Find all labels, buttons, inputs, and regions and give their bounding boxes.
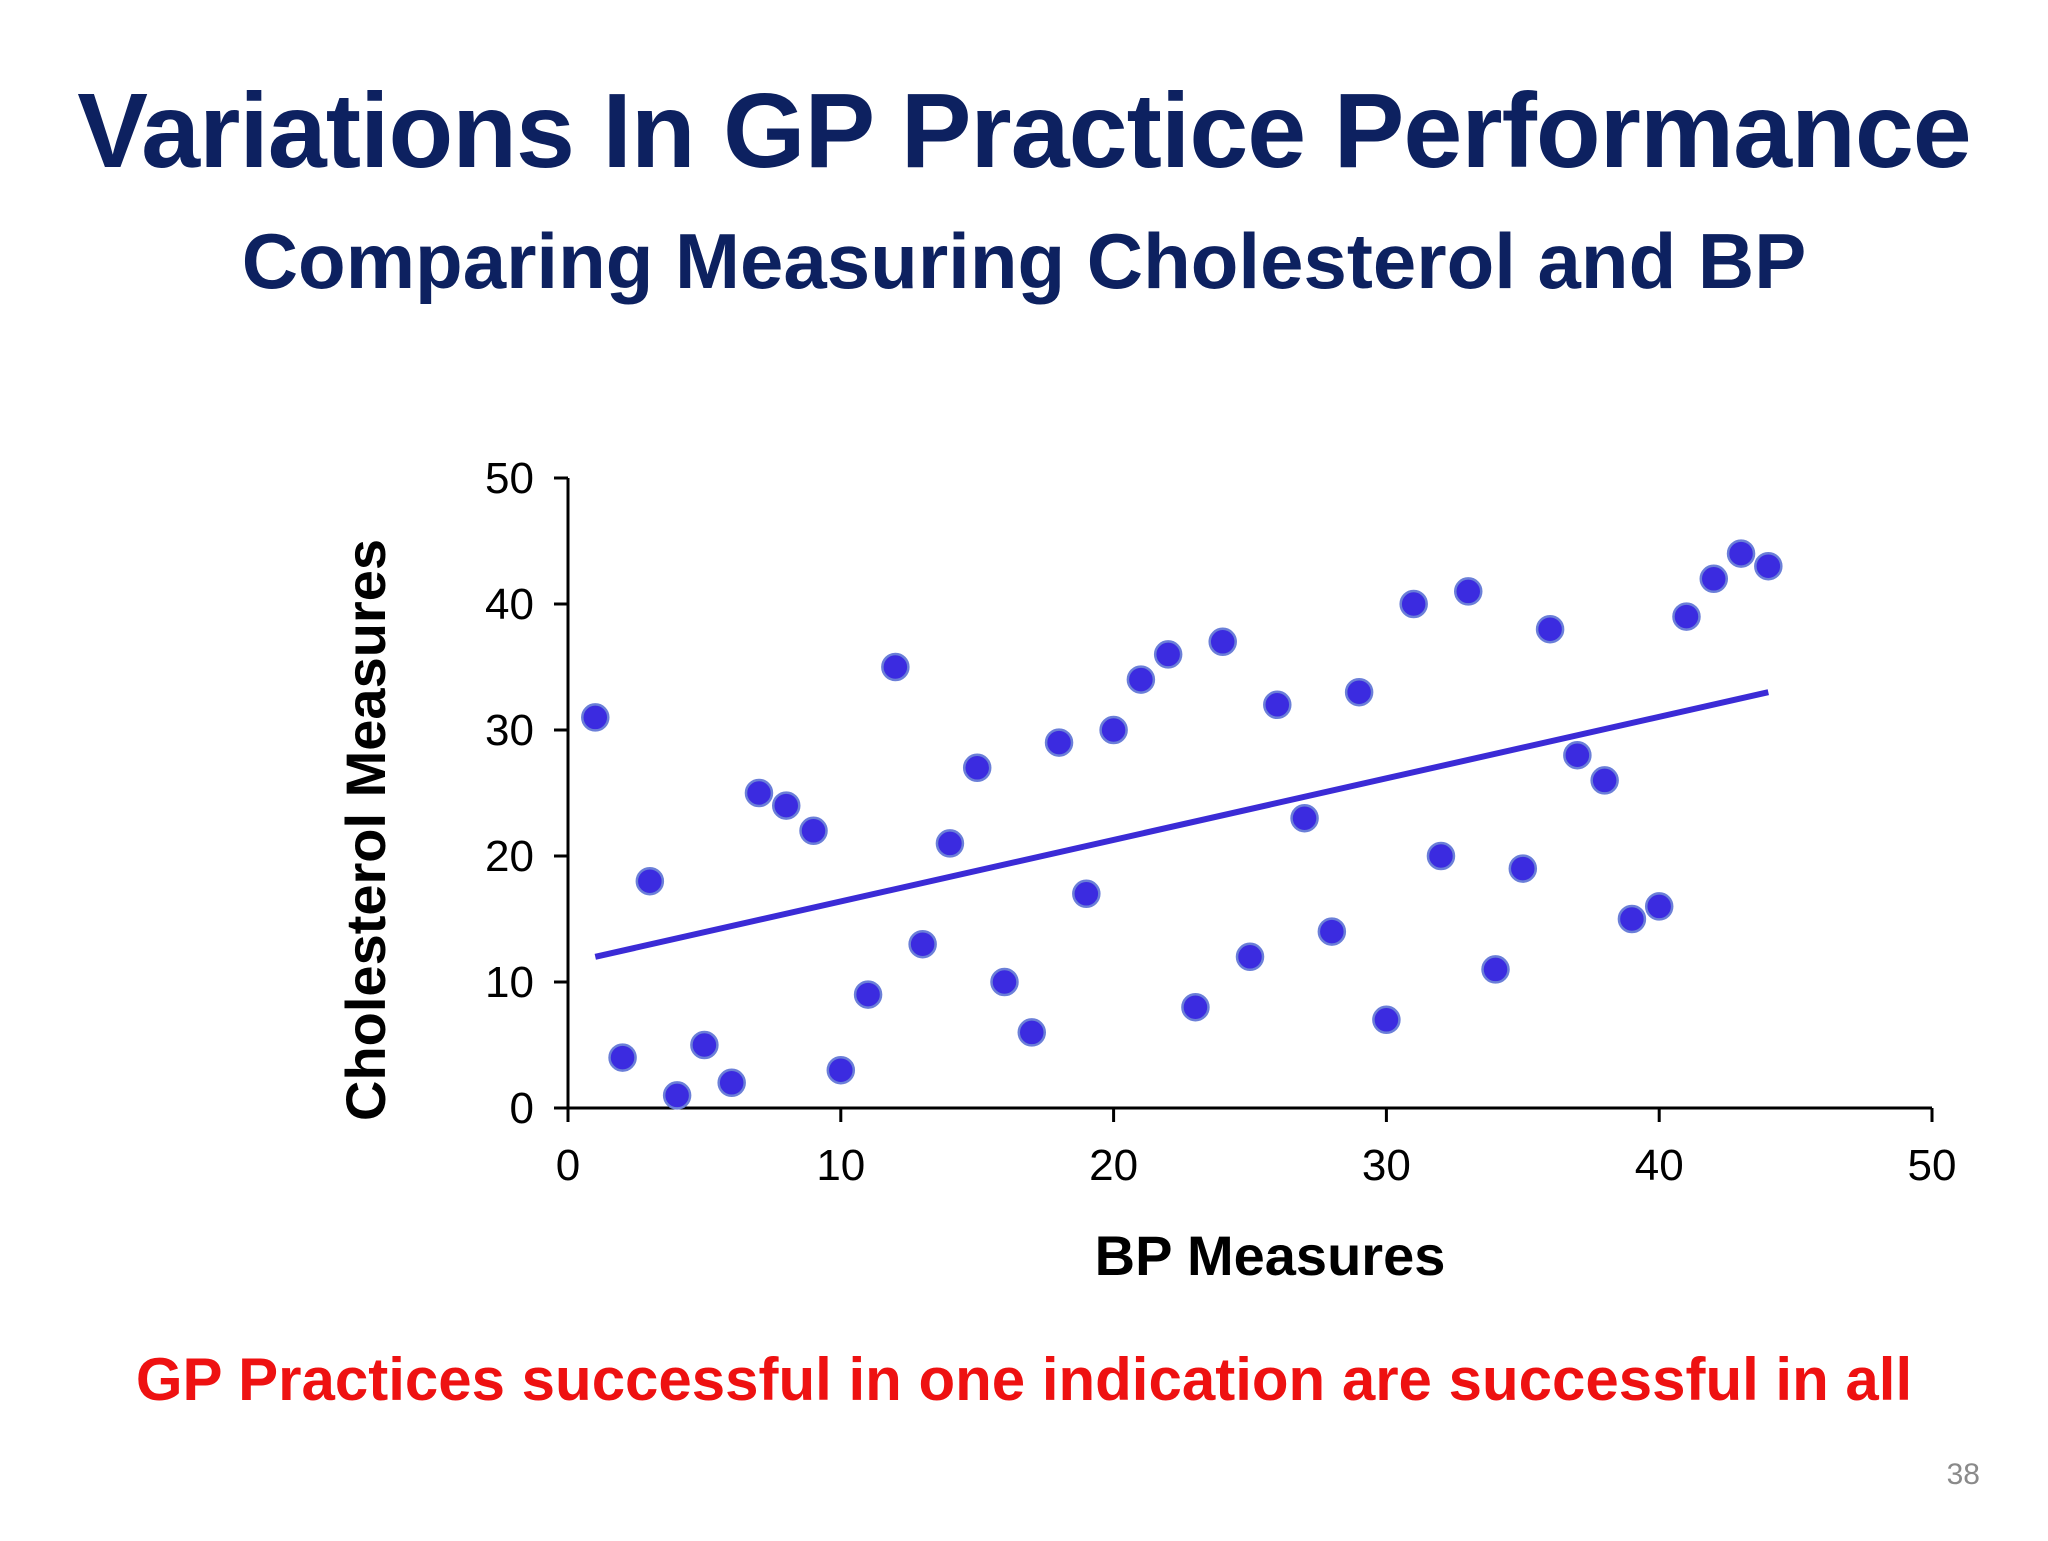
data-point (1126, 665, 1156, 694)
data-point (1453, 577, 1483, 606)
data-point (935, 829, 965, 858)
data-point (1508, 854, 1538, 883)
data-point (662, 1081, 692, 1110)
y-tick-label: 10 (485, 958, 534, 1007)
y-tick-label: 0 (510, 1084, 534, 1133)
data-point (1181, 992, 1210, 1022)
y-axis-label: Cholesterol Measures (334, 539, 397, 1121)
data-point (1590, 766, 1619, 795)
data-point (1344, 677, 1374, 707)
x-tick-label: 10 (816, 1141, 865, 1190)
data-point (581, 703, 610, 732)
data-point (1617, 904, 1647, 934)
data-point (1481, 955, 1510, 984)
data-point (1317, 917, 1347, 946)
trendline (594, 689, 1769, 960)
data-point (799, 816, 828, 846)
data-point (771, 791, 801, 820)
data-point (962, 753, 992, 783)
data-point (690, 1030, 719, 1060)
data-point (1072, 879, 1101, 909)
x-axis-label: BP Measures (1095, 1224, 1446, 1287)
x-tick-label: 40 (1635, 1141, 1684, 1190)
trendline-group (594, 689, 1769, 960)
slide-subtitle: Comparing Measuring Cholesterol and BP (241, 217, 1807, 305)
data-points (581, 539, 1783, 1110)
data-point (1017, 1018, 1047, 1047)
x-tick-label: 50 (1908, 1141, 1957, 1190)
y-tick-label: 20 (485, 832, 534, 881)
data-point (1699, 564, 1729, 594)
data-point (1235, 942, 1265, 972)
data-point (1644, 892, 1674, 921)
y-tick-label: 40 (485, 580, 534, 629)
axes: 0 10 20 30 40 50 0 10 20 30 40 50 (485, 454, 1956, 1190)
data-point (1208, 627, 1237, 657)
data-point (1535, 614, 1565, 644)
data-point (1153, 640, 1183, 669)
data-point (1726, 539, 1756, 568)
x-tick-label: 30 (1362, 1141, 1411, 1190)
data-point (853, 980, 883, 1009)
data-point (1263, 690, 1292, 720)
data-point (744, 778, 774, 808)
data-point (908, 929, 937, 959)
page-number: 38 (1946, 1458, 1980, 1491)
data-point (1290, 803, 1319, 833)
y-tick-label: 30 (485, 706, 534, 755)
footnote: GP Practices successful in one indicatio… (135, 1346, 1913, 1413)
data-point (881, 652, 910, 682)
data-point (1399, 589, 1428, 619)
y-axis-label-group: Cholesterol Measures (334, 539, 397, 1121)
data-point (826, 1055, 856, 1085)
data-point (608, 1043, 637, 1072)
data-point (1426, 841, 1456, 871)
data-point (990, 967, 1019, 997)
x-tick-label: 20 (1089, 1141, 1138, 1190)
data-point (1563, 740, 1592, 770)
data-point (635, 866, 665, 896)
data-point (1672, 602, 1701, 631)
slide-title: Variations In GP Practice Performance (77, 72, 1971, 190)
data-point (1099, 715, 1128, 745)
x-tick-label: 0 (556, 1141, 580, 1190)
data-point (717, 1068, 746, 1098)
data-point (1044, 728, 1074, 757)
data-point (1372, 1005, 1401, 1035)
data-point (1754, 551, 1783, 581)
y-tick-label: 50 (485, 454, 534, 503)
